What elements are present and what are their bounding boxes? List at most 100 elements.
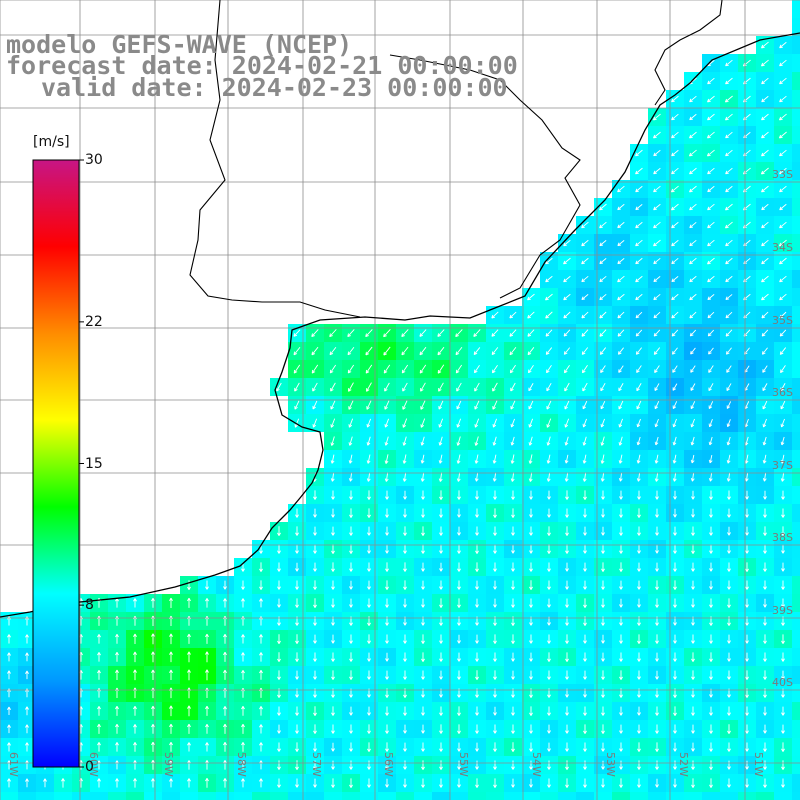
colorbar [32, 159, 84, 768]
wind-arrow [601, 490, 605, 500]
field-cell [792, 612, 800, 630]
wind-arrow [635, 149, 643, 157]
wind-arrow [456, 472, 461, 482]
wind-arrow [546, 454, 551, 464]
wind-arrow [781, 526, 785, 536]
field-cell [738, 792, 756, 800]
wind-arrow [726, 472, 731, 482]
wind-arrow [762, 418, 767, 428]
wind-arrow [780, 436, 785, 446]
wind-arrow [457, 562, 461, 572]
field-cell [684, 792, 702, 800]
wind-arrow [402, 472, 407, 482]
wind-arrow [761, 221, 769, 229]
wind-arrow [761, 95, 769, 103]
wind-arrow [671, 311, 679, 319]
wind-arrow [582, 472, 587, 482]
latitude-label: 39S [772, 604, 793, 617]
wind-arrow [491, 311, 499, 319]
wind-arrow [313, 526, 317, 536]
wind-arrow [294, 400, 300, 410]
wind-arrow [761, 293, 769, 301]
longitude-label: 58W [235, 752, 248, 777]
field-cell [198, 792, 216, 800]
wind-arrow [708, 401, 714, 410]
wind-arrow [330, 436, 335, 446]
wind-arrow [349, 508, 353, 518]
wind-arrow [689, 185, 697, 193]
wind-arrow [745, 544, 749, 554]
field-cell [630, 792, 648, 800]
wind-arrow [547, 544, 551, 554]
wind-arrow [491, 347, 499, 356]
wind-arrow [690, 418, 695, 428]
field-cell [324, 792, 342, 800]
wind-arrow [653, 329, 661, 337]
wind-arrow [547, 526, 551, 536]
wind-arrow [601, 598, 605, 608]
wind-arrow [707, 239, 715, 247]
field-cell [486, 792, 504, 800]
wind-arrow [708, 383, 714, 392]
field-cell [306, 792, 324, 800]
wind-arrow [421, 598, 425, 608]
wind-arrow [545, 311, 553, 319]
wind-arrow [763, 508, 767, 518]
field-cell [792, 486, 800, 504]
wind-arrow [778, 131, 787, 139]
wind-arrow [492, 472, 497, 482]
wind-arrow [761, 131, 769, 139]
wind-arrow [313, 490, 317, 500]
wind-arrow [421, 562, 425, 572]
wind-arrow [709, 580, 713, 590]
wind-arrow [654, 454, 659, 464]
wind-arrow [599, 221, 607, 229]
longitude-label: 56W [382, 752, 395, 777]
wind-arrow [689, 113, 697, 121]
wind-arrow [401, 346, 409, 356]
wind-arrow [637, 544, 641, 554]
wind-arrow [617, 221, 625, 229]
wind-arrow [635, 239, 643, 247]
wind-arrow [781, 508, 785, 518]
latitude-label: 40S [772, 676, 793, 689]
wind-arrow [635, 257, 643, 265]
field-cell [54, 792, 72, 800]
wind-arrow [725, 275, 733, 283]
wind-arrow [653, 149, 661, 157]
wind-arrow [689, 149, 697, 157]
wind-arrow [671, 167, 679, 175]
longitude-label: 54W [530, 752, 543, 777]
field-cell [72, 792, 90, 800]
wind-arrow [402, 382, 408, 392]
wind-arrow [618, 365, 624, 373]
field-cell [792, 432, 800, 450]
wind-arrow [509, 311, 517, 319]
wind-arrow [403, 598, 407, 608]
wind-arrow [545, 275, 553, 283]
wind-arrow [708, 365, 714, 373]
wind-arrow [761, 329, 769, 337]
colorbar-tick-label: 22 [85, 313, 103, 330]
field-cell [792, 234, 800, 252]
wind-arrow [709, 508, 713, 518]
wind-arrow [707, 221, 715, 229]
wind-arrow [403, 508, 407, 518]
wind-arrow [529, 544, 533, 554]
wind-arrow [653, 167, 661, 175]
wind-arrow [745, 490, 749, 500]
wind-arrow [385, 598, 389, 608]
wind-arrow [637, 490, 641, 500]
wind-arrow [780, 472, 785, 482]
wind-arrow [761, 185, 769, 193]
wind-arrow [689, 95, 697, 103]
wind-arrow [241, 580, 245, 590]
longitude-label: 55W [457, 752, 470, 777]
wind-arrow [618, 472, 623, 482]
field-cell [792, 666, 800, 684]
wind-arrow [259, 580, 263, 590]
field-cell [792, 324, 800, 342]
wind-arrow [403, 580, 407, 590]
